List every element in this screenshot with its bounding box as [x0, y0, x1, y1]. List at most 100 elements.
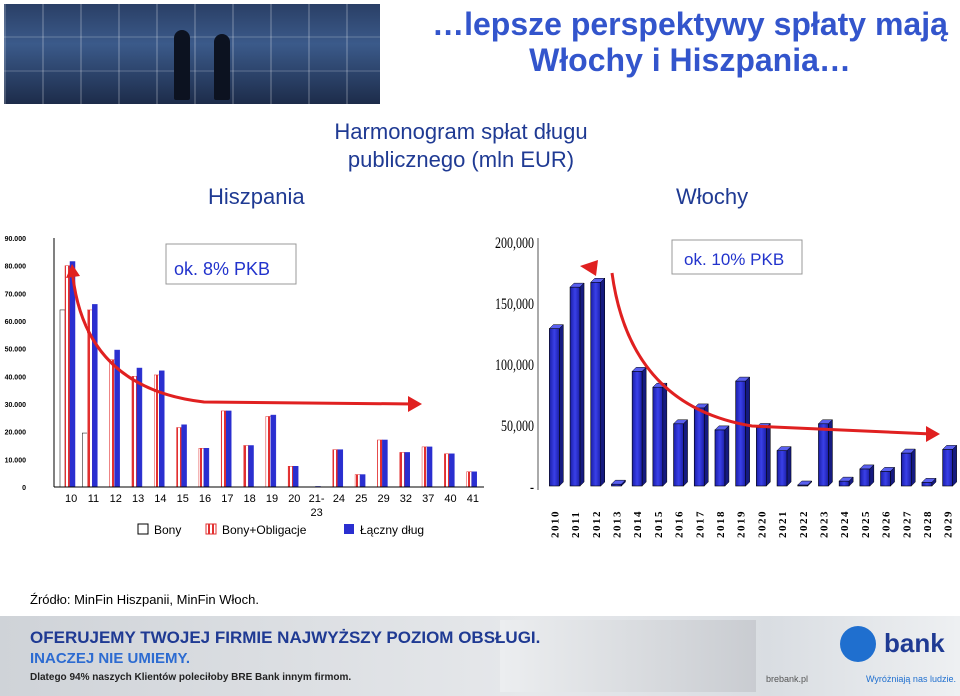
bar-side [911, 448, 916, 487]
y-tick-label: 90.000 [5, 236, 27, 243]
bar-side [641, 366, 647, 487]
bank-logo-icon [840, 626, 876, 662]
subtitle: Harmonogram spłat długu publicznego (mln… [334, 119, 588, 172]
bar [693, 407, 705, 487]
bar-laczny-dlug [449, 453, 455, 488]
bar-bony-obligacje [354, 474, 361, 488]
ad-banner[interactable]: OFERUJEMY TWOJEJ FIRMIE NAJWYŻSZY POZIOM… [0, 616, 960, 696]
bar-bony-obligacje [466, 471, 472, 488]
x-tick-label: 16 [199, 493, 211, 505]
x-tick-label: 2019 [736, 510, 748, 538]
legend-swatch-bony-obligacje [205, 523, 217, 535]
bar-side [600, 277, 605, 487]
italy-annotation: ok. 10% PKB [684, 250, 784, 269]
x-tick-label: 20 [288, 493, 300, 505]
bar-side [724, 425, 730, 487]
bar-bony-obligacje [176, 427, 182, 488]
x-tick-label: 2022 [798, 510, 810, 538]
x-tick-label: 19 [266, 493, 278, 505]
bar-laczny-dlug [359, 474, 366, 488]
legend-bony: Bony [154, 523, 181, 537]
legend-bony-obligacje: Bony+Obligacje [222, 523, 307, 537]
bar-side [828, 419, 833, 487]
y-tick-label: 0 [22, 485, 26, 492]
x-tick-label: 2014 [632, 510, 644, 538]
y-tick-label: 200,000 [495, 234, 534, 252]
bar-side [579, 282, 585, 487]
bar-side [683, 419, 688, 487]
bar [631, 371, 643, 487]
bar-side [704, 403, 709, 487]
person-silhouette [214, 34, 230, 100]
y-tick-label: 100,000 [495, 356, 534, 374]
banner-tagline: Wyróżniają nas ludzie. [866, 674, 956, 684]
x-tick-label: 41 [467, 493, 479, 505]
banner-line3: Dlatego 94% naszych Klientów poleciłoby … [30, 672, 352, 683]
bar [859, 468, 871, 487]
spain-chart: 0 10.000 20.000 30.000 40.000 50.000 60.000 70.… [5, 236, 484, 537]
x-tick-label: 40 [444, 493, 456, 505]
bar-laczny-dlug [159, 370, 165, 488]
banner-url[interactable]: brebank.pl [766, 674, 809, 684]
x-tick-label: 2023 [818, 510, 830, 538]
x-tick-label: 29 [377, 493, 389, 505]
bar-bony-obligacje [421, 446, 428, 488]
bar [818, 423, 829, 487]
x-tick-label: 21- [309, 493, 325, 505]
bar-bony-obligacje [109, 359, 115, 488]
bar-laczny-dlug [225, 410, 232, 488]
bar-laczny-dlug [337, 449, 344, 488]
y-tick-label: 60.000 [5, 319, 27, 326]
bar-laczny-dlug [181, 424, 187, 488]
x-tick-label: 14 [154, 493, 166, 505]
headline: …lepsze perspektywy spłaty mają Włochy i… [432, 6, 948, 78]
banner-line1: OFERUJEMY TWOJEJ FIRMIE NAJWYŻSZY POZIOM… [30, 628, 541, 647]
y-tick-label: 50.000 [5, 347, 27, 354]
bar [590, 281, 602, 487]
x-tick-label: 15 [177, 493, 189, 505]
bar-bony-obligacje [265, 416, 272, 488]
x-tick-label: 2025 [860, 510, 872, 538]
bar-bony-obligacje [377, 439, 383, 488]
source-note: Źródło: MinFin Hiszpanii, MinFin Włoch. [30, 592, 260, 607]
x-tick-label: 2018 [715, 510, 727, 538]
bar-side [745, 376, 750, 487]
bar [880, 471, 891, 487]
bar [776, 450, 788, 487]
legend-laczny: Łączny dług [360, 523, 424, 537]
bar-bony-obligacje [243, 445, 249, 488]
bar-laczny-dlug [203, 448, 210, 488]
bar-bony-obligacje [332, 449, 339, 488]
bar-side [621, 479, 626, 487]
x-tick-label: 2012 [591, 510, 603, 538]
bar [921, 482, 933, 487]
bar-side [559, 324, 564, 487]
y-tick-label: 80.000 [5, 264, 27, 271]
bar [549, 328, 560, 487]
x-tick-label: 2015 [653, 510, 665, 538]
bank-logo-text: bank [884, 628, 945, 658]
bar-bony-obligacje [287, 466, 294, 488]
legend-swatch-bony [137, 523, 149, 535]
x-tick-label: 2010 [549, 510, 561, 538]
legend-swatch-laczny [344, 524, 354, 534]
bar [756, 427, 767, 487]
bar-laczny-dlug [92, 304, 98, 488]
x-tick-label: 2026 [881, 510, 893, 538]
bar-side [807, 480, 812, 487]
x-tick-label: 2011 [570, 511, 582, 538]
x-tick-label: 2027 [901, 510, 913, 538]
bar-laczny-dlug [69, 261, 76, 488]
y-tick-label: 70.000 [5, 291, 27, 298]
y-tick-label: 150,000 [495, 295, 534, 313]
x-tick-label: 2016 [674, 510, 686, 538]
x-tick-label: 2017 [694, 510, 706, 538]
x-tick-label: 10 [65, 493, 77, 505]
bar [714, 429, 726, 487]
legend: Bony Bony+Obligacje Łączny dług [137, 523, 424, 537]
x-tick-label: 32 [400, 493, 412, 505]
y-tick-label: 30.000 [5, 402, 27, 409]
bar-side [869, 464, 875, 487]
y-tick-label: 40.000 [5, 374, 27, 381]
bar-bony-obligacje [399, 452, 405, 488]
